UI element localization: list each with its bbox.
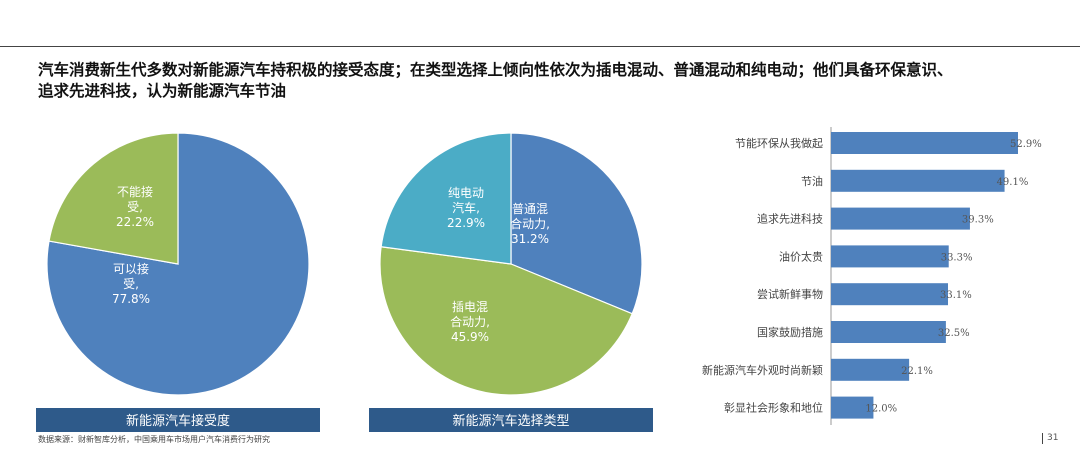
- bar-value-label-1: 49.1%: [997, 177, 1029, 188]
- bar-category-label-3: 油价太贵: [779, 249, 823, 263]
- bar-value-label-7: 12.0%: [865, 404, 897, 415]
- bar-value-label-3: 33.3%: [941, 252, 973, 263]
- pie1-caption: 新能源汽车接受度: [126, 413, 230, 429]
- pie2-slice-1: [379, 246, 633, 396]
- pie2-caption-bar: [369, 408, 653, 432]
- pie2-slice-label-2: 纯电动汽车, 22.9%: [447, 186, 485, 230]
- bar-category-label-6: 新能源汽车外观时尚新颖: [702, 363, 823, 377]
- pie1-slice-label-0: 可以接受, 77.8%: [112, 261, 150, 306]
- bar-value-label-5: 32.5%: [938, 328, 970, 339]
- page-number: 31: [1042, 433, 1058, 444]
- bar-category-label-7: 彰显社会形象和地位: [724, 401, 823, 415]
- bar-0: [831, 132, 1018, 154]
- pie2-caption: 新能源汽车选择类型: [452, 413, 569, 429]
- top-rule: [0, 46, 1080, 47]
- bar-category-label-2: 追求先进科技: [757, 212, 823, 226]
- bar-category-label-1: 节油: [801, 174, 823, 188]
- bar-value-label-2: 39.3%: [962, 215, 994, 226]
- pie1-caption-bar: [36, 408, 320, 432]
- pie1-slice-1: [48, 132, 179, 265]
- page-title-line-2: 追求先进科技，认为新能源汽车节油: [38, 82, 287, 100]
- bar-6: [831, 358, 910, 381]
- bar-5: [831, 321, 946, 343]
- bar-chart-reasons: 节能环保从我做起 52.9% 节油 49.1% 追求先进科技 39.3% 油价太贵 33.3%…: [702, 127, 1042, 425]
- bar-value-label-4: 33.1%: [940, 290, 972, 301]
- pie-chart-type-choice: 普通混合动力, 31.2% 插电混合动力, 45.9% 纯电动汽车, 22.9% 新能源汽车…: [369, 132, 653, 432]
- bar-4: [831, 283, 949, 306]
- bar-value-label-0: 52.9%: [1010, 139, 1042, 150]
- pie-chart-acceptance: 可以接受, 77.8% 不能接受, 22.2% 新能源汽车接受度: [36, 132, 320, 432]
- bar-1: [831, 169, 1005, 192]
- bar-2: [831, 207, 970, 230]
- page-title-line-1: 汽车消费新生代多数对新能源汽车持积极的接受态度；在类型选择上倾向性依次为插电混动…: [38, 61, 953, 79]
- bar-category-label-4: 尝试新鲜事物: [757, 287, 823, 301]
- bar-category-label-5: 国家鼓励措施: [757, 325, 823, 339]
- data-source-note: 数据来源：财新智库分析，中国乘用车市场用户汽车消费行为研究: [38, 435, 270, 444]
- pie1-slice-label-1: 不能接受, 22.2%: [116, 184, 154, 229]
- bar-category-label-0: 节能环保从我做起: [735, 136, 823, 150]
- bar-3: [831, 245, 949, 268]
- pie2-slice-label-0: 普通混合动力, 31.2%: [510, 202, 550, 246]
- pie2-slice-0: [510, 132, 643, 315]
- bar-value-label-6: 22.1%: [901, 366, 933, 377]
- bar-7: [831, 396, 874, 419]
- pie2-slice-2: [380, 132, 512, 265]
- pie2-slice-label-1: 插电混合动力, 45.9%: [450, 300, 490, 344]
- page-title: 汽车消费新生代多数对新能源汽车持积极的接受态度；在类型选择上倾向性依次为插电混动…: [38, 60, 1048, 102]
